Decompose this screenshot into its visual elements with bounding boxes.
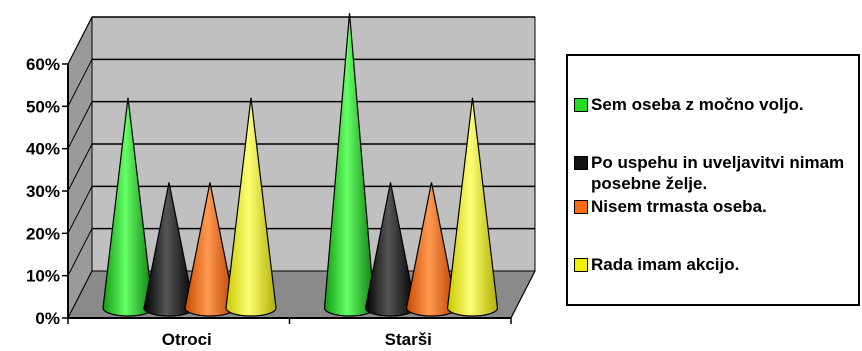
x-tick-label: Otroci [162,330,212,349]
y-tick-label: 60% [26,55,60,74]
floor-edge [510,270,536,319]
gridline-side [67,228,93,276]
legend-item-series-4: Rada imam akcijo. [574,254,853,275]
legend-swatch-series-4 [574,258,588,272]
legend-swatch-series-3 [574,200,588,214]
y-axis-ticks: 0% 10% 20% 30% 40% 50% 60% [26,55,68,328]
y-tick-label: 0% [35,309,60,328]
gridline-side [67,186,93,234]
y-tick-label: 10% [26,267,60,286]
legend-label-series-1: Sem oseba z močno voljo. [591,95,804,114]
legend-swatch-series-2 [574,156,588,170]
legend-swatch-series-1 [574,98,588,112]
y-tick-label: 40% [26,140,60,159]
gridline-side [67,16,93,65]
x-tick-label: Starši [385,330,432,349]
legend-item-series-3: Nisem trmasta oseba. [574,196,853,217]
y-tick-label: 30% [26,182,60,201]
legend-item-series-1: Sem oseba z močno voljo. [574,94,853,115]
legend-label-series-3: Nisem trmasta oseba. [591,197,767,216]
cone-Starši-series-4 [446,97,499,317]
legend-label-series-4: Rada imam akcijo. [591,255,740,274]
legend-label-series-2: Po uspehu in uveljavitvi nimam posebne ž… [591,153,845,193]
legend: Sem oseba z močno voljo. Po uspehu in uv… [566,54,860,306]
gridline-side [67,143,93,192]
y-tick-label: 20% [26,224,60,243]
gridline-side [67,101,93,149]
gridline-side [67,59,93,107]
x-axis-ticks: Otroci Starši [67,318,512,349]
legend-item-series-2: Po uspehu in uveljavitvi nimam posebne ž… [574,152,853,194]
y-tick-label: 50% [26,97,60,116]
cone-Otroci-series-4 [225,97,277,317]
gridlines [67,16,535,276]
cones [102,12,499,317]
